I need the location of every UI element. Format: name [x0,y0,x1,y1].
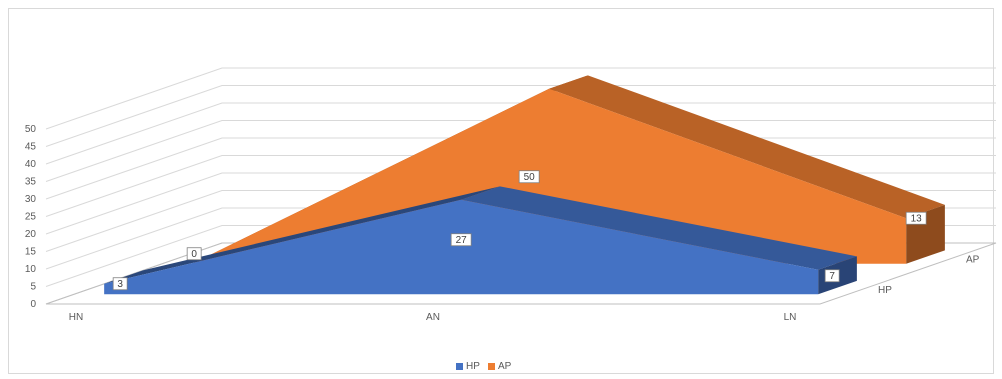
y-tick-label: 5 [30,282,36,293]
y-tick-label: 25 [25,212,37,223]
x-tick-label: AN [426,312,440,323]
y-tick-label: 35 [25,177,37,188]
depth-label: HP [878,285,892,296]
data-label-hp-box [112,277,128,291]
data-label-ap-box [518,170,540,184]
data-label-ap-box [905,211,927,225]
data-label-hp: 3 [117,279,123,290]
y-tick-label: 30 [25,194,37,205]
y-tick-label: 15 [25,247,37,258]
data-label-ap: 50 [524,172,536,183]
data-label-ap: 0 [191,249,197,260]
y-tick-label: 0 [30,299,36,310]
series-hp-top-face [104,186,500,284]
y-tick-label: 10 [25,264,37,275]
legend-swatch [456,363,463,370]
legend-label: HP [466,361,480,372]
gridline [45,102,996,165]
x-tick-label: HN [69,312,83,323]
data-label-ap: 13 [911,214,923,225]
y-tick-label: 40 [25,159,37,170]
gridline [45,85,996,147]
y-tick-label: 45 [25,142,37,153]
data-label-hp-box [450,233,472,247]
floor [45,242,997,305]
data-label-hp: 7 [829,271,835,282]
series-hp-top-face [461,186,857,270]
legend-swatch [488,363,495,370]
data-label-hp-box [824,269,840,283]
y-tick-label: 50 [25,124,37,135]
legend: HP AP [456,361,512,372]
series-hp-front-face [104,199,819,295]
data-label-hp: 27 [456,235,468,246]
series-ap-top-face [549,75,945,219]
gridline [45,120,996,182]
legend-label: AP [498,361,512,372]
gridline [45,67,996,130]
series-hp [104,186,857,295]
y-tick-label: 20 [25,229,37,240]
x-tick-label: LN [784,312,797,323]
data-label-ap-box [186,247,202,261]
depth-label: AP [966,254,980,265]
data-labels: 3 27 7 0 50 13 [112,170,927,291]
